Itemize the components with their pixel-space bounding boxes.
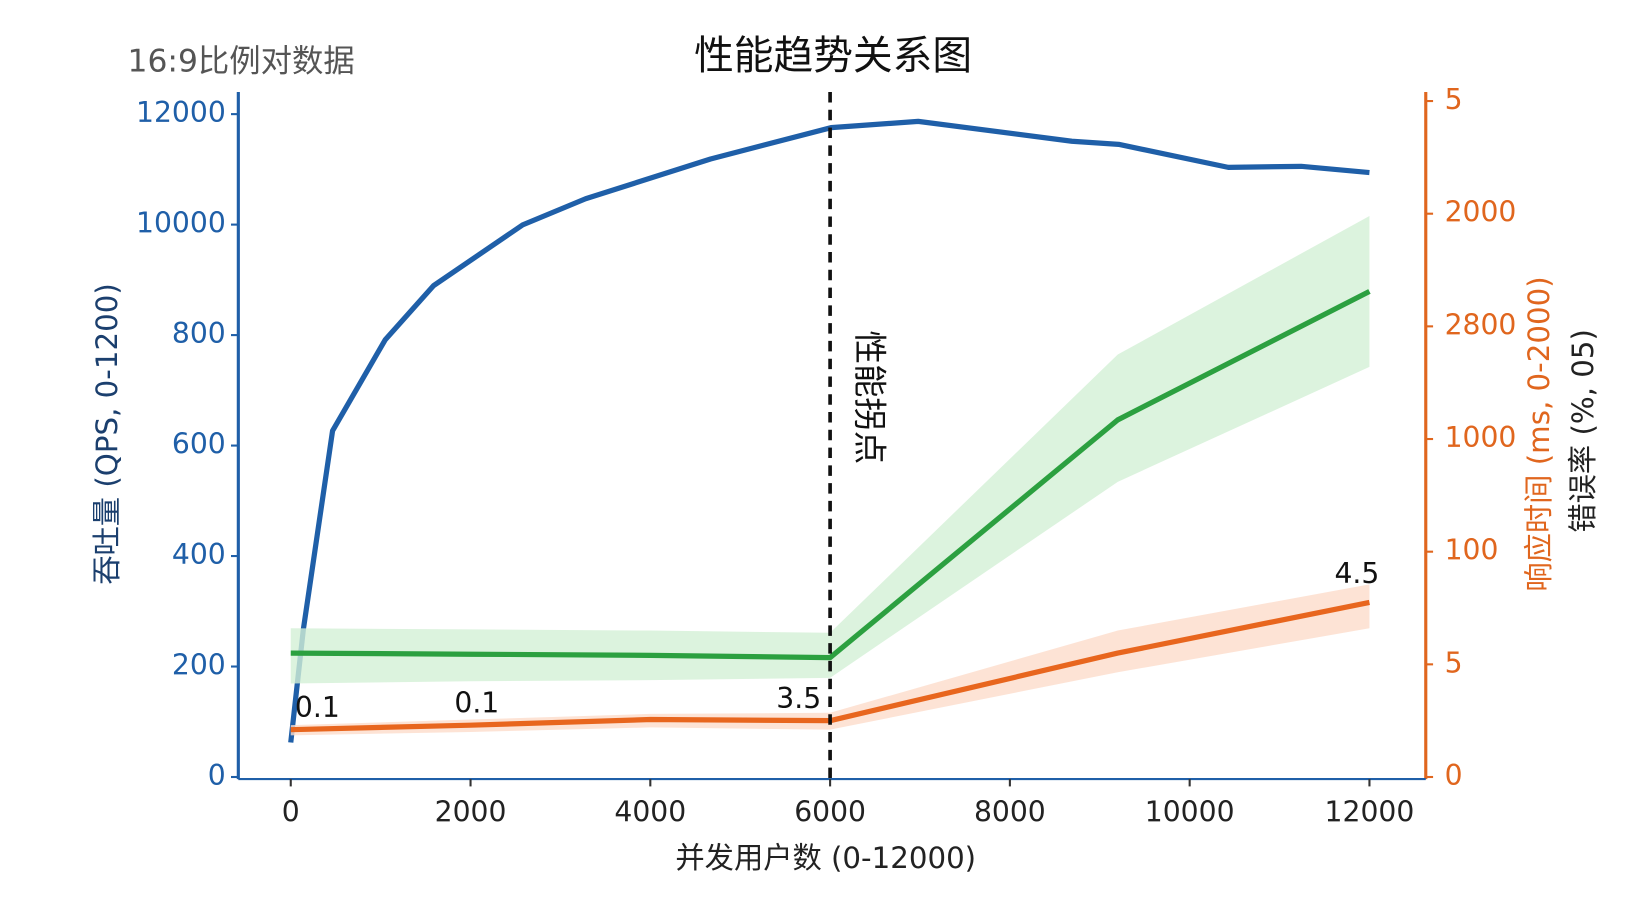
y-tick-label: 800 <box>172 317 226 350</box>
x-tick-label: 2000 <box>435 796 507 829</box>
y2-axis-label: 响应时间 (ms, 0-2000) <box>1522 276 1556 591</box>
series-line <box>290 289 1371 661</box>
y-tick-label: 12000 <box>136 96 226 129</box>
y2-tick-label: 1000 <box>1445 421 1517 454</box>
y-axis-label: 吞吐量 (QPS, 0-1200) <box>90 283 124 585</box>
corner-label: 16:9比例对数据 <box>128 44 355 80</box>
x-tick-label: 10000 <box>1145 796 1235 829</box>
x-tick-label: 6000 <box>794 796 866 829</box>
series-line <box>290 599 1370 733</box>
series-line <box>288 118 1370 743</box>
y-tick-label: 200 <box>172 649 226 682</box>
y-tick-label: 10000 <box>136 207 226 240</box>
x-tick-label: 0 <box>282 796 300 829</box>
point-label: 0.1 <box>295 691 340 724</box>
x-tick-label: 4000 <box>614 796 686 829</box>
point-label: 4.5 <box>1334 557 1379 590</box>
chart-title: 性能趋势关系图 <box>694 33 972 79</box>
y-tick-label: 400 <box>172 538 226 571</box>
y-tick-label: 600 <box>172 428 226 461</box>
y-tick-label: 0 <box>208 759 226 792</box>
confidence-band <box>290 584 1370 736</box>
reference-label: 性能拐点 <box>850 331 889 465</box>
y2-tick-label: 5 <box>1445 646 1463 679</box>
y2-tick-label: 2800 <box>1445 308 1517 341</box>
x-tick-label: 8000 <box>974 796 1046 829</box>
point-label: 0.1 <box>454 686 499 719</box>
y2-tick-label: 5 <box>1445 83 1463 116</box>
y2-axis-label-secondary: 错误率 (%, 05) <box>1566 329 1600 533</box>
y2-tick-label: 0 <box>1445 759 1463 792</box>
point-label: 3.5 <box>776 682 821 715</box>
x-axis-label: 并发用户数 (0-12000) <box>675 841 976 875</box>
y2-tick-label: 2000 <box>1445 196 1517 229</box>
x-tick-label: 12000 <box>1325 796 1415 829</box>
confidence-band <box>290 215 1370 684</box>
y2-tick-label: 100 <box>1445 534 1499 567</box>
